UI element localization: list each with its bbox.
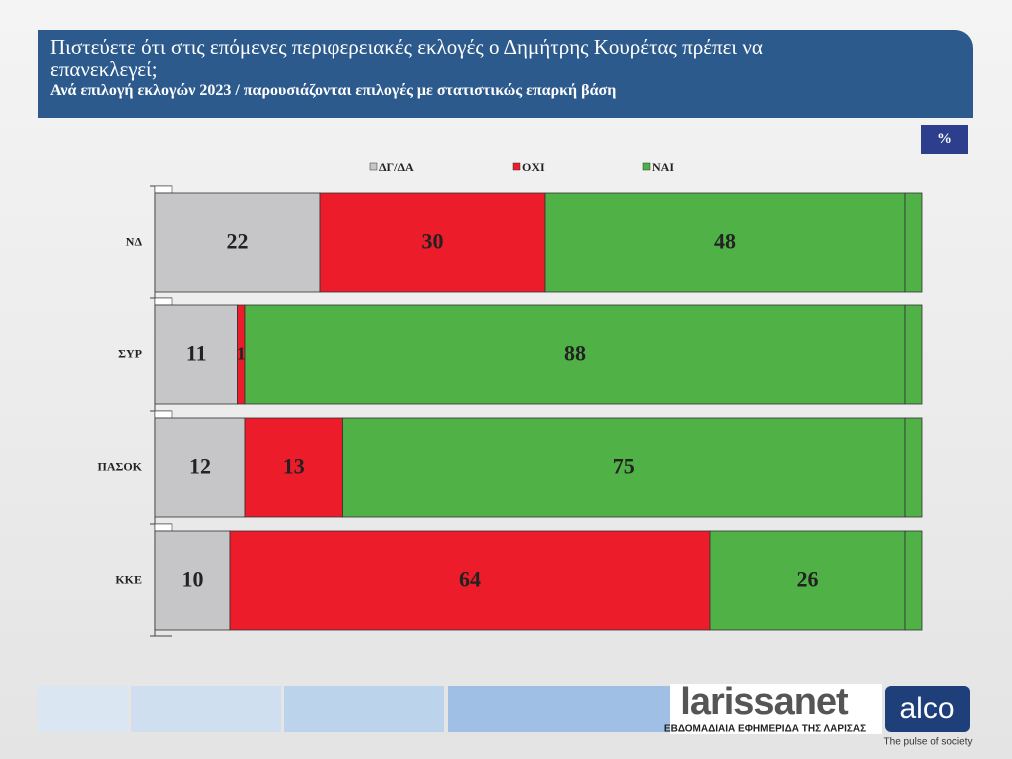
bar-depth: [904, 417, 923, 518]
y-tick-label: ΝΔ: [126, 234, 143, 248]
bar-segment: [244, 417, 343, 518]
legend-swatch: [642, 162, 651, 171]
bar-depth: [154, 410, 173, 419]
logo-bg: [670, 684, 882, 734]
chart-title: Πιστεύετε ότι στις επόμενες περιφερειακέ…: [50, 35, 763, 81]
value-label: 30: [422, 229, 444, 254]
value-label: 75: [613, 454, 635, 479]
bar-depth: [904, 530, 923, 631]
brand-bg: [885, 686, 970, 732]
bar-segment: [342, 417, 906, 518]
brand: alco: [899, 692, 954, 725]
bar-depth: [154, 185, 173, 194]
value-label: 11: [186, 341, 207, 366]
bar-segment: [319, 192, 546, 293]
value-label: 22: [227, 229, 249, 254]
footer-band: [284, 686, 444, 732]
bar-depth: [904, 192, 923, 293]
logo-tagline: ΕΒΔΟΜΑΔΙΑΙΑ ΕΦΗΜΕΡΙΔΑ ΤΗΣ ΛΑΡΙΣΑΣ: [664, 724, 866, 735]
value-label: 1: [237, 344, 246, 364]
legend-swatch: [512, 162, 521, 171]
bar-depth: [154, 523, 173, 532]
y-tick-label: ΠΑΣΟΚ: [97, 459, 142, 473]
bar-segment: [544, 192, 906, 293]
footer-band: [448, 686, 670, 732]
bar-segment: [154, 417, 246, 518]
value-label: 64: [459, 567, 481, 592]
header: Πιστεύετε ότι στις επόμενες περιφερειακέ…: [38, 30, 973, 118]
value-label: 88: [564, 341, 586, 366]
value-label: 26: [797, 567, 819, 592]
value-label: 13: [283, 454, 305, 479]
legend-label: ΟΧΙ: [522, 160, 545, 174]
value-label: 48: [714, 229, 736, 254]
brand-tagline: The pulse of society: [884, 737, 973, 748]
bar-segment: [709, 530, 906, 631]
footer-band: [38, 686, 128, 732]
logo: larissanet: [680, 681, 849, 723]
legend-label: ΝΑΙ: [652, 160, 674, 174]
unit-label: %: [921, 125, 968, 154]
footer-band: [131, 686, 281, 732]
bar-segment: [154, 530, 231, 631]
bar-depth: [154, 297, 173, 306]
chart-subtitle: Ανά επιλογή εκλογών 2023 / παρουσιάζοντα…: [50, 82, 617, 99]
bar-depth: [904, 304, 923, 405]
bar-segment: [154, 304, 238, 405]
bar-segment: [244, 304, 906, 405]
legend-swatch: [369, 162, 378, 171]
value-label: 12: [189, 454, 211, 479]
value-label: 10: [182, 567, 204, 592]
y-tick-label: ΣΥΡ: [118, 346, 142, 360]
legend-label: ΔΓ/ΔΑ: [379, 160, 414, 174]
y-tick-label: ΚΚΕ: [115, 572, 142, 586]
bar-segment: [229, 530, 711, 631]
